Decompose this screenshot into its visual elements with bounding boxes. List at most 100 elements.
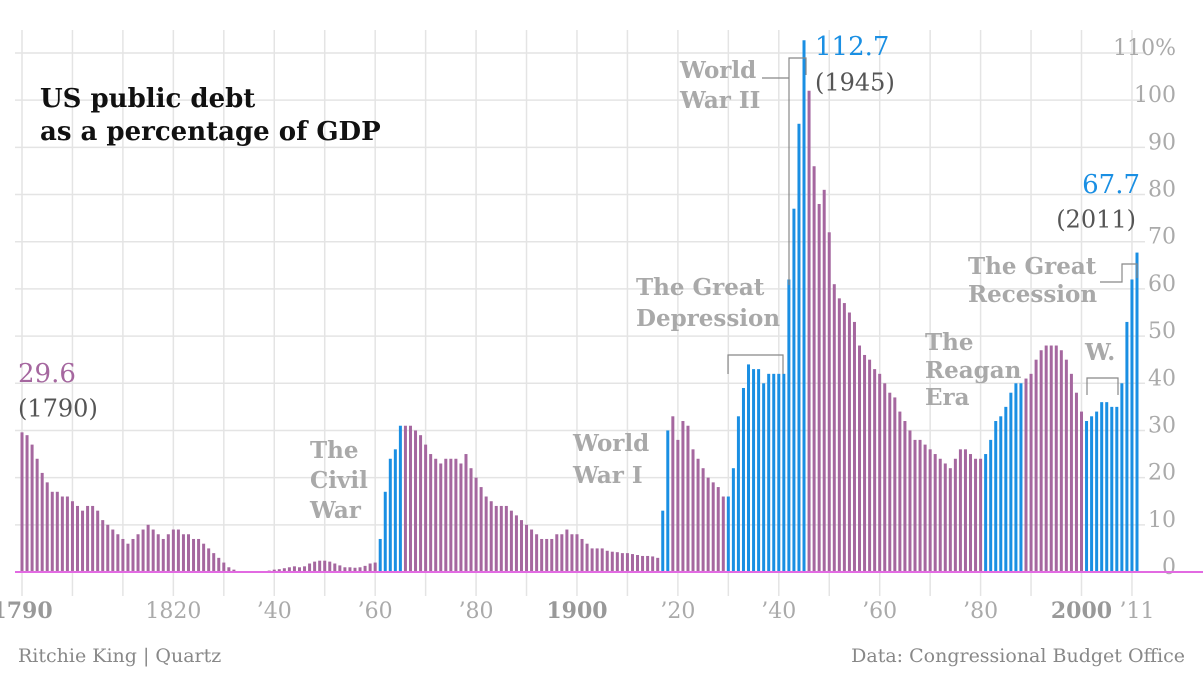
y-tick-label: 100 xyxy=(1134,83,1176,108)
bar xyxy=(827,232,831,573)
x-tick-label: ’20 xyxy=(660,599,695,624)
bar xyxy=(736,416,740,572)
y-tick-label: 110% xyxy=(1113,36,1176,61)
bar xyxy=(610,551,614,572)
bar xyxy=(1029,373,1033,572)
bar xyxy=(126,543,130,572)
bar xyxy=(424,444,428,572)
bar xyxy=(65,496,69,572)
bar xyxy=(802,40,806,572)
bar xyxy=(363,565,367,572)
y-tick-label: 80 xyxy=(1148,178,1176,203)
bar xyxy=(923,444,927,572)
bar xyxy=(1074,392,1078,572)
bar xyxy=(343,567,347,572)
bar xyxy=(903,421,907,572)
bar xyxy=(328,561,332,572)
bar xyxy=(449,458,453,572)
bar xyxy=(969,454,973,572)
bar xyxy=(484,496,488,572)
bar xyxy=(287,567,291,572)
y-tick-label: 20 xyxy=(1148,461,1176,486)
bar xyxy=(272,569,276,572)
bar xyxy=(807,90,811,572)
bar xyxy=(797,123,801,572)
bar xyxy=(560,534,564,572)
bar xyxy=(741,387,745,572)
bar xyxy=(358,567,362,572)
bar xyxy=(580,538,584,572)
bar xyxy=(863,354,867,572)
annotation: Civil xyxy=(310,467,368,494)
bar xyxy=(777,373,781,572)
source: Ritchie King | Quartz xyxy=(18,645,221,667)
bar xyxy=(1059,350,1063,572)
bar xyxy=(620,553,624,572)
bar xyxy=(509,510,513,572)
bar xyxy=(913,439,917,572)
bar xyxy=(832,284,836,572)
bar xyxy=(540,538,544,572)
bar xyxy=(156,534,160,572)
bar xyxy=(1090,416,1094,572)
bar xyxy=(681,421,685,572)
bar xyxy=(565,529,569,572)
bar xyxy=(792,208,796,572)
bar xyxy=(726,496,730,572)
annotation: The xyxy=(925,329,973,356)
bar xyxy=(1054,345,1058,572)
annotation: War I xyxy=(572,462,643,489)
bars xyxy=(20,40,1139,573)
annotation: World xyxy=(572,430,649,457)
bar xyxy=(1095,411,1099,572)
bar xyxy=(555,534,559,572)
value-label: 112.7 xyxy=(815,32,889,62)
bar xyxy=(747,364,751,572)
bar xyxy=(227,567,231,572)
bar xyxy=(333,563,337,572)
bar xyxy=(883,383,887,572)
bar xyxy=(1115,406,1119,572)
bar xyxy=(666,430,670,572)
bar xyxy=(282,568,286,572)
value-label: 29.6 xyxy=(18,359,76,389)
y-tick-label: 0 xyxy=(1162,555,1176,580)
bar xyxy=(504,505,508,572)
bar xyxy=(166,534,170,572)
annotation: (2011) xyxy=(1056,206,1136,234)
bar xyxy=(30,444,34,572)
x-tick-label: ’80 xyxy=(459,599,494,624)
bar xyxy=(868,359,872,572)
bar xyxy=(96,510,100,572)
y-tick-label: 10 xyxy=(1148,508,1176,533)
bar xyxy=(459,463,463,572)
bar xyxy=(893,397,897,572)
bar xyxy=(1049,345,1053,572)
annotation: Reagan xyxy=(925,357,1022,384)
bar xyxy=(1019,383,1023,572)
annotation: (1790) xyxy=(18,395,98,423)
bar xyxy=(368,563,372,572)
bar xyxy=(70,501,74,572)
bar xyxy=(499,505,503,572)
bar xyxy=(277,569,281,572)
bracket xyxy=(727,354,784,374)
bar xyxy=(878,373,882,572)
bar xyxy=(535,534,539,572)
annotation: Era xyxy=(925,384,970,411)
y-tick-label: 50 xyxy=(1148,319,1176,344)
chart-title: US public debt xyxy=(40,84,255,114)
bar xyxy=(1069,373,1073,572)
bar xyxy=(141,529,145,572)
annotation: World xyxy=(679,57,756,84)
bar xyxy=(1135,252,1139,572)
annotation: Depression xyxy=(636,305,780,332)
bar xyxy=(1009,392,1013,572)
bar xyxy=(454,458,458,572)
bar xyxy=(297,567,301,572)
bar xyxy=(91,505,95,572)
x-tick-label: ’60 xyxy=(862,599,897,624)
bar xyxy=(414,430,418,572)
bar xyxy=(716,487,720,572)
